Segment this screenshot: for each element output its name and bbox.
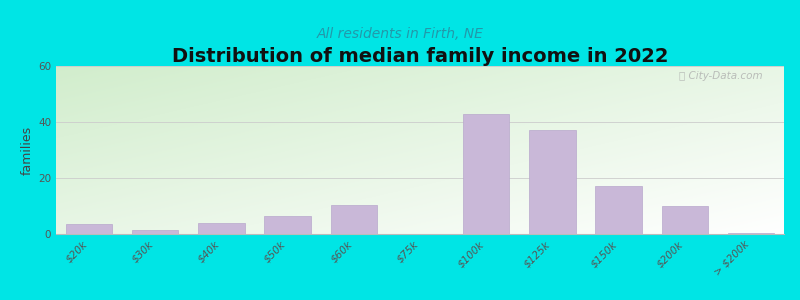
Bar — [595, 186, 642, 234]
Bar — [330, 205, 377, 234]
Bar — [728, 232, 774, 234]
Bar — [66, 224, 112, 234]
Text: ⓘ City-Data.com: ⓘ City-Data.com — [678, 71, 762, 81]
Text: All residents in Firth, NE: All residents in Firth, NE — [317, 27, 483, 41]
Bar — [132, 230, 178, 234]
Y-axis label: families: families — [21, 125, 34, 175]
Bar — [198, 223, 245, 234]
Bar — [530, 130, 575, 234]
Title: Distribution of median family income in 2022: Distribution of median family income in … — [172, 47, 668, 66]
Bar — [662, 206, 708, 234]
Bar — [463, 114, 510, 234]
Bar — [265, 216, 310, 234]
